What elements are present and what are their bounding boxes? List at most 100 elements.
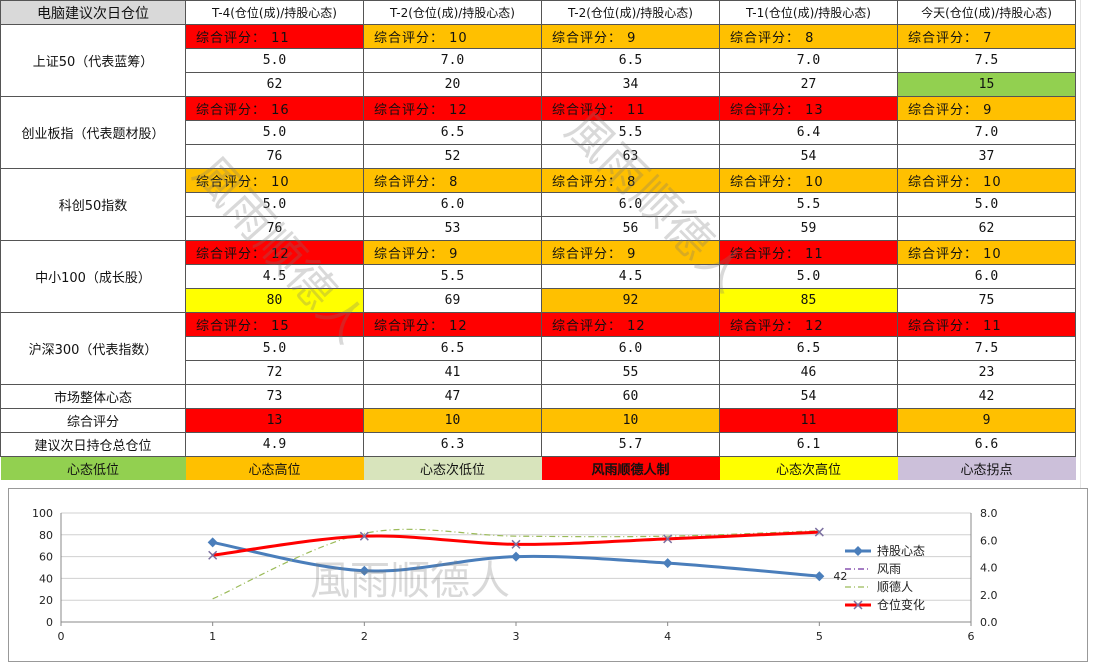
mood-cell[interactable]: 34 — [541, 72, 720, 97]
score-cell[interactable]: 综合评分： 12 — [363, 96, 542, 121]
header-cell[interactable]: T-2(仓位(成)/持股心态) — [541, 0, 720, 25]
suggest-value-cell[interactable]: 4.9 — [185, 432, 364, 457]
score-cell[interactable]: 综合评分： 11 — [541, 96, 720, 121]
mood-cell[interactable]: 56 — [541, 216, 720, 241]
score-cell[interactable]: 综合评分： 8 — [363, 168, 542, 193]
position-cell[interactable]: 5.5 — [363, 264, 542, 289]
mood-cell[interactable]: 62 — [897, 216, 1076, 241]
mood-cell[interactable]: 55 — [541, 360, 720, 385]
overall-label-cell[interactable]: 综合评分 — [0, 408, 186, 433]
suggest-value-cell[interactable]: 6.3 — [363, 432, 542, 457]
score-cell[interactable]: 综合评分： 10 — [363, 24, 542, 49]
mood-cell[interactable]: 85 — [719, 288, 898, 313]
position-cell[interactable]: 4.5 — [185, 264, 364, 289]
market-value-cell[interactable]: 60 — [541, 384, 720, 409]
position-cell[interactable]: 7.5 — [897, 336, 1076, 361]
position-cell[interactable]: 6.0 — [897, 264, 1076, 289]
color-legend-cell[interactable]: 心态低位 — [0, 456, 186, 480]
position-cell[interactable]: 6.5 — [363, 336, 542, 361]
position-cell[interactable]: 5.0 — [185, 336, 364, 361]
mood-cell[interactable]: 76 — [185, 144, 364, 169]
market-value-cell[interactable]: 73 — [185, 384, 364, 409]
overall-value-cell[interactable]: 13 — [185, 408, 364, 433]
mood-cell[interactable]: 75 — [897, 288, 1076, 313]
position-cell[interactable]: 5.5 — [719, 192, 898, 217]
position-cell[interactable]: 6.5 — [541, 48, 720, 73]
score-cell[interactable]: 综合评分： 8 — [541, 168, 720, 193]
score-cell[interactable]: 综合评分： 11 — [185, 24, 364, 49]
mood-cell[interactable]: 15 — [897, 72, 1076, 97]
position-cell[interactable]: 5.0 — [185, 192, 364, 217]
mood-cell[interactable]: 80 — [185, 288, 364, 313]
position-cell[interactable]: 6.0 — [363, 192, 542, 217]
overall-value-cell[interactable]: 10 — [363, 408, 542, 433]
score-cell[interactable]: 综合评分： 16 — [185, 96, 364, 121]
position-cell[interactable]: 7.5 — [897, 48, 1076, 73]
mood-cell[interactable]: 23 — [897, 360, 1076, 385]
header-cell[interactable]: T-1(仓位(成)/持股心态) — [719, 0, 898, 25]
position-cell[interactable]: 5.5 — [541, 120, 720, 145]
score-cell[interactable]: 综合评分： 10 — [719, 168, 898, 193]
score-cell[interactable]: 综合评分： 10 — [897, 168, 1076, 193]
score-cell[interactable]: 综合评分： 15 — [185, 312, 364, 337]
index-name-cell[interactable]: 上证50（代表蓝筹） — [0, 24, 186, 97]
position-cell[interactable]: 7.0 — [363, 48, 542, 73]
suggest-value-cell[interactable]: 5.7 — [541, 432, 720, 457]
score-cell[interactable]: 综合评分： 7 — [897, 24, 1076, 49]
market-label-cell[interactable]: 市场整体心态 — [0, 384, 186, 409]
overall-value-cell[interactable]: 9 — [897, 408, 1076, 433]
color-legend-cell[interactable]: 心态高位 — [185, 456, 364, 480]
score-cell[interactable]: 综合评分： 9 — [541, 240, 720, 265]
header-cell[interactable]: T-4(仓位(成)/持股心态) — [185, 0, 364, 25]
mood-cell[interactable]: 41 — [363, 360, 542, 385]
mood-cell[interactable]: 76 — [185, 216, 364, 241]
market-value-cell[interactable]: 42 — [897, 384, 1076, 409]
header-cell[interactable]: 今天(仓位(成)/持股心态) — [897, 0, 1076, 25]
score-cell[interactable]: 综合评分： 12 — [719, 312, 898, 337]
position-cell[interactable]: 6.0 — [541, 336, 720, 361]
position-cell[interactable]: 5.0 — [185, 120, 364, 145]
mood-cell[interactable]: 53 — [363, 216, 542, 241]
score-cell[interactable]: 综合评分： 11 — [897, 312, 1076, 337]
color-legend-cell[interactable]: 心态次高位 — [719, 456, 898, 480]
color-legend-cell[interactable]: 风雨顺德人制 — [541, 456, 720, 480]
overall-value-cell[interactable]: 11 — [719, 408, 898, 433]
index-name-cell[interactable]: 创业板指（代表题材股） — [0, 96, 186, 169]
mood-cell[interactable]: 69 — [363, 288, 542, 313]
overall-value-cell[interactable]: 10 — [541, 408, 720, 433]
position-cell[interactable]: 6.4 — [719, 120, 898, 145]
mood-cell[interactable]: 72 — [185, 360, 364, 385]
mood-cell[interactable]: 37 — [897, 144, 1076, 169]
score-cell[interactable]: 综合评分： 8 — [719, 24, 898, 49]
market-value-cell[interactable]: 54 — [719, 384, 898, 409]
score-cell[interactable]: 综合评分： 11 — [719, 240, 898, 265]
mood-cell[interactable]: 59 — [719, 216, 898, 241]
suggest-value-cell[interactable]: 6.6 — [897, 432, 1076, 457]
mood-cell[interactable]: 63 — [541, 144, 720, 169]
index-name-cell[interactable]: 中小100（成长股） — [0, 240, 186, 313]
mood-cell[interactable]: 54 — [719, 144, 898, 169]
position-cell[interactable]: 4.5 — [541, 264, 720, 289]
index-name-cell[interactable]: 沪深300（代表指数） — [0, 312, 186, 385]
score-cell[interactable]: 综合评分： 9 — [541, 24, 720, 49]
index-name-cell[interactable]: 科创50指数 — [0, 168, 186, 241]
score-cell[interactable]: 综合评分： 9 — [897, 96, 1076, 121]
mood-cell[interactable]: 20 — [363, 72, 542, 97]
position-cell[interactable]: 5.0 — [719, 264, 898, 289]
mood-cell[interactable]: 62 — [185, 72, 364, 97]
position-cell[interactable]: 6.5 — [363, 120, 542, 145]
score-cell[interactable]: 综合评分： 12 — [541, 312, 720, 337]
suggest-value-cell[interactable]: 6.1 — [719, 432, 898, 457]
suggest-label-cell[interactable]: 建议次日持仓总仓位 — [0, 432, 186, 457]
score-cell[interactable]: 综合评分： 10 — [185, 168, 364, 193]
mood-cell[interactable]: 92 — [541, 288, 720, 313]
color-legend-cell[interactable]: 心态拐点 — [897, 456, 1076, 480]
header-cell[interactable]: 电脑建议次日仓位 — [0, 0, 186, 25]
score-cell[interactable]: 综合评分： 9 — [363, 240, 542, 265]
market-value-cell[interactable]: 47 — [363, 384, 542, 409]
mood-cell[interactable]: 52 — [363, 144, 542, 169]
header-cell[interactable]: T-2(仓位(成)/持股心态) — [363, 0, 542, 25]
score-cell[interactable]: 综合评分： 13 — [719, 96, 898, 121]
mood-cell[interactable]: 46 — [719, 360, 898, 385]
position-cell[interactable]: 5.0 — [897, 192, 1076, 217]
